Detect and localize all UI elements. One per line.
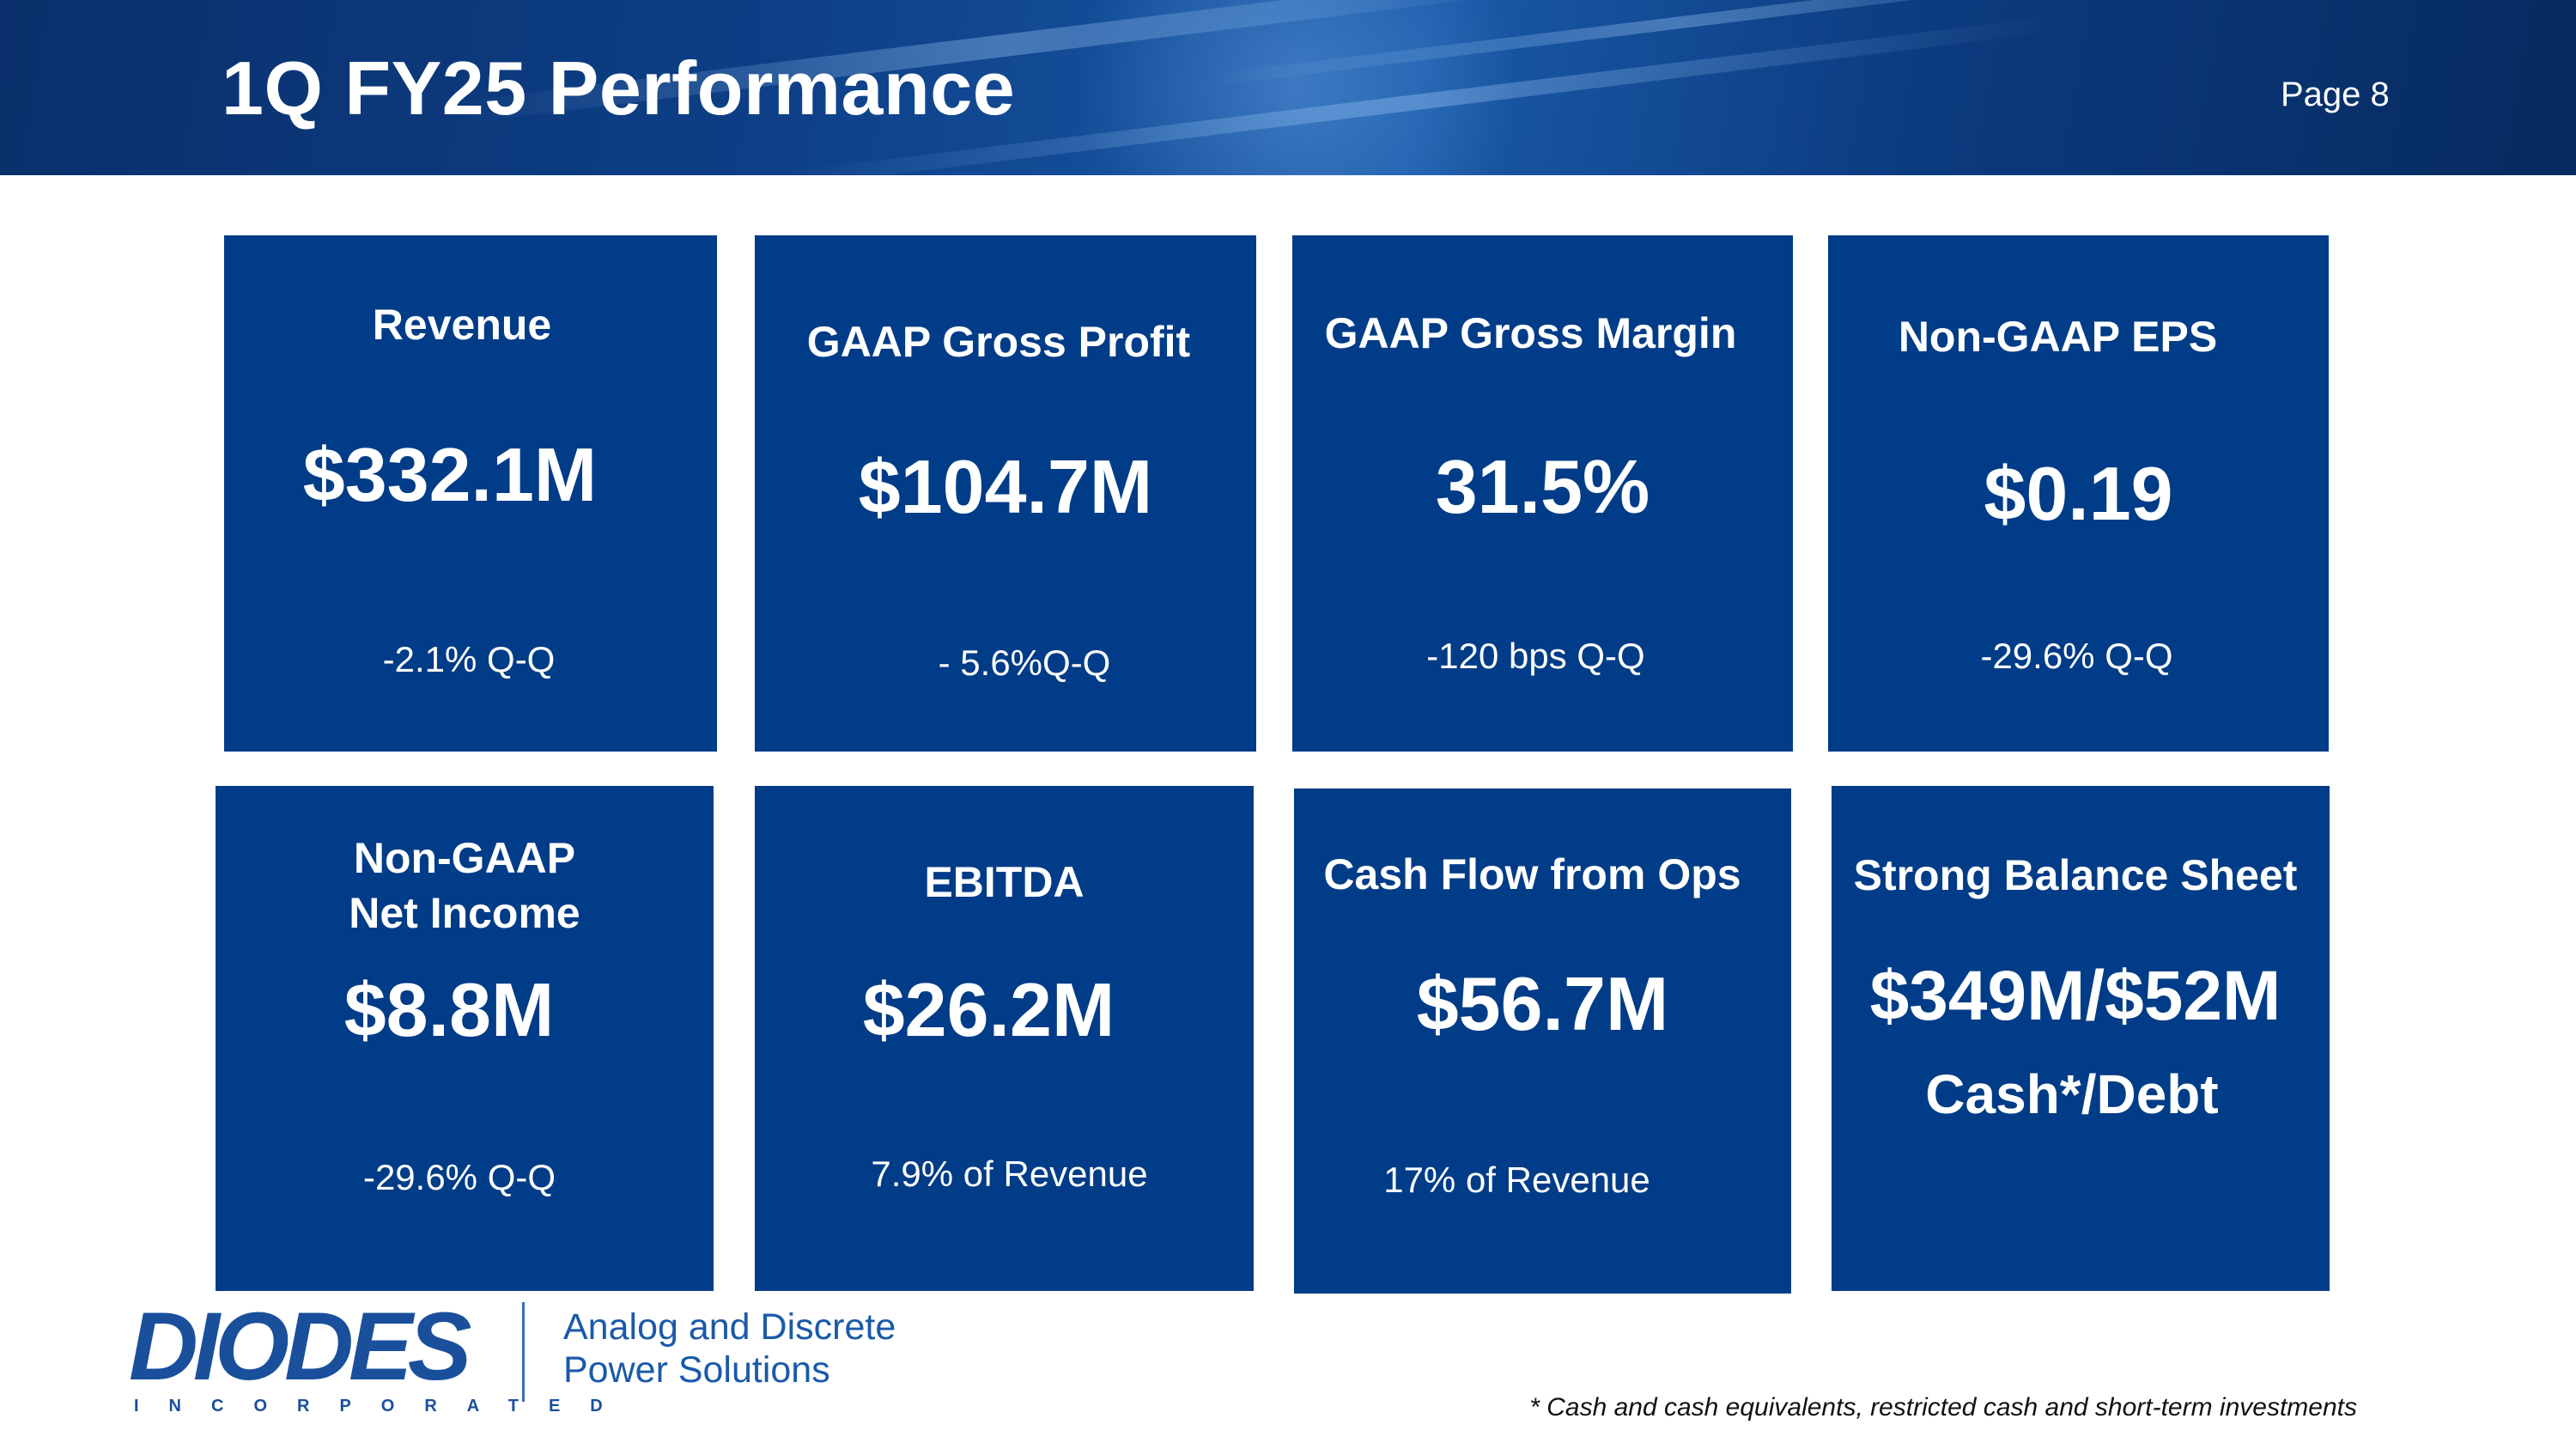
tile-label: GAAP Gross Profit (806, 318, 1191, 366)
tagline-line: Analog and Discrete (563, 1306, 896, 1348)
tile-label: Strong Balance Sheet (1853, 851, 2298, 899)
tile-value: $104.7M (858, 444, 1153, 529)
tile-gross-margin: GAAP Gross Margin 31.5% -120 bps Q-Q (1292, 235, 1793, 752)
tile-change: -120 bps Q-Q (1426, 636, 1645, 676)
tile-value: $8.8M (343, 967, 555, 1052)
tile-label: EBITDA (924, 858, 1084, 906)
tile-value: $349M/$52M (1869, 957, 2281, 1035)
tile-ebitda: EBITDA $26.2M 7.9% of Revenue (755, 786, 1254, 1291)
tile-label: Net Income (349, 889, 580, 937)
logo-divider (522, 1302, 525, 1402)
tile-change: -29.6% Q-Q (1980, 636, 2173, 676)
tile-cash-flow: Cash Flow from Ops $56.7M 17% of Revenue (1294, 788, 1791, 1294)
logo-subtitle: INCORPORATED (134, 1397, 633, 1416)
tile-label: Revenue (372, 301, 552, 349)
tile-change: - 5.6%Q-Q (938, 642, 1111, 683)
tile-value: $26.2M (862, 967, 1115, 1052)
tile-gross-profit: GAAP Gross Profit $104.7M - 5.6%Q-Q (755, 235, 1256, 752)
tile-label: Non-GAAP (353, 834, 576, 882)
tile-change: -2.1% Q-Q (382, 639, 556, 679)
tile-value: 31.5% (1435, 444, 1650, 529)
tile-net-income: Non-GAAP Net Income $8.8M -29.6% Q-Q (216, 786, 714, 1291)
tile-value-caption: Cash*/Debt (1925, 1063, 2219, 1125)
tile-balance-sheet: Strong Balance Sheet $349M/$52M Cash*/De… (1832, 786, 2330, 1291)
tile-change: 17% of Revenue (1383, 1160, 1650, 1200)
tagline-line: Power Solutions (563, 1349, 830, 1391)
page-number: Page 8 (2281, 76, 2390, 113)
page-title: 1Q FY25 Performance (222, 46, 1016, 131)
footnote: * Cash and cash equivalents, restricted … (1529, 1393, 2357, 1422)
header-glow (1073, 0, 1520, 175)
tile-revenue: Revenue $332.1M -2.1% Q-Q (224, 235, 717, 752)
tile-label: Non-GAAP EPS (1898, 313, 2218, 361)
tile-value: $332.1M (302, 432, 598, 517)
tagline: Analog and Discrete Power Solutions (563, 1306, 896, 1391)
tile-change: 7.9% of Revenue (871, 1154, 1148, 1194)
tile-label: Cash Flow from Ops (1323, 850, 1741, 898)
header-banner: 1Q FY25 Performance Page 8 (0, 0, 2576, 175)
diodes-logo: DIODES INCORPORATED (129, 1293, 633, 1416)
tile-label: GAAP Gross Margin (1324, 309, 1737, 357)
tile-value: $56.7M (1416, 961, 1669, 1046)
tile-value: $0.19 (1984, 451, 2173, 536)
logo-wordmark: DIODES (129, 1293, 471, 1400)
tile-change: -29.6% Q-Q (362, 1157, 556, 1197)
tile-eps: Non-GAAP EPS $0.19 -29.6% Q-Q (1828, 235, 2329, 752)
